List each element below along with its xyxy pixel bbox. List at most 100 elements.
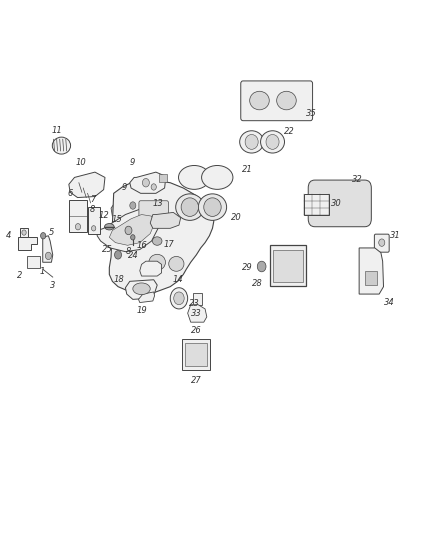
Circle shape: [46, 252, 51, 260]
Text: 35: 35: [306, 109, 317, 118]
Bar: [193, 293, 202, 305]
Circle shape: [131, 235, 135, 240]
Text: 17: 17: [163, 240, 174, 249]
Text: 19: 19: [136, 306, 147, 315]
Ellipse shape: [198, 194, 226, 220]
Polygon shape: [20, 228, 28, 237]
Text: 34: 34: [385, 298, 395, 308]
Polygon shape: [97, 209, 162, 252]
Ellipse shape: [277, 91, 296, 110]
FancyBboxPatch shape: [241, 81, 313, 120]
Text: 18: 18: [113, 275, 124, 284]
Text: 31: 31: [390, 231, 400, 240]
Circle shape: [125, 226, 132, 235]
Text: 33: 33: [191, 309, 202, 318]
Text: 16: 16: [136, 241, 147, 250]
Text: 7: 7: [90, 195, 95, 204]
Ellipse shape: [181, 198, 198, 216]
Text: 15: 15: [112, 215, 122, 224]
Circle shape: [257, 261, 266, 272]
Text: 9: 9: [130, 158, 135, 167]
Text: 23: 23: [189, 299, 200, 308]
Text: 10: 10: [75, 158, 86, 167]
Bar: [365, 271, 377, 285]
Text: 9: 9: [121, 183, 127, 192]
Text: 27: 27: [191, 376, 201, 385]
Circle shape: [151, 184, 156, 190]
Circle shape: [92, 225, 96, 231]
Polygon shape: [359, 248, 384, 294]
Polygon shape: [69, 172, 105, 198]
Circle shape: [115, 251, 121, 259]
FancyBboxPatch shape: [270, 245, 306, 286]
Text: 14: 14: [172, 275, 183, 284]
Text: 3: 3: [50, 281, 56, 290]
Text: 24: 24: [128, 252, 138, 261]
FancyBboxPatch shape: [273, 249, 303, 282]
Polygon shape: [138, 292, 155, 303]
Polygon shape: [110, 215, 155, 245]
FancyBboxPatch shape: [88, 207, 100, 233]
Text: 12: 12: [98, 211, 109, 220]
Text: 26: 26: [191, 326, 202, 335]
Text: 13: 13: [153, 199, 164, 208]
Polygon shape: [18, 237, 37, 249]
Polygon shape: [130, 172, 166, 193]
Ellipse shape: [201, 165, 233, 189]
Polygon shape: [187, 305, 207, 322]
Text: 25: 25: [102, 245, 113, 254]
FancyBboxPatch shape: [182, 339, 210, 370]
Polygon shape: [125, 280, 157, 300]
Ellipse shape: [152, 237, 162, 245]
Bar: [27, 256, 40, 268]
Ellipse shape: [176, 194, 204, 220]
Circle shape: [130, 202, 136, 209]
Ellipse shape: [149, 254, 166, 270]
Text: 6: 6: [67, 189, 73, 198]
Polygon shape: [140, 261, 162, 276]
Circle shape: [170, 288, 187, 309]
Text: 32: 32: [352, 174, 363, 183]
Circle shape: [22, 230, 26, 235]
Text: 22: 22: [284, 127, 295, 136]
FancyBboxPatch shape: [374, 234, 389, 252]
Text: 30: 30: [331, 199, 342, 208]
Ellipse shape: [52, 137, 71, 154]
Ellipse shape: [250, 91, 269, 110]
Circle shape: [174, 292, 184, 305]
Ellipse shape: [266, 134, 279, 149]
Ellipse shape: [204, 198, 221, 216]
Text: 8: 8: [90, 205, 95, 214]
Circle shape: [75, 223, 81, 230]
Text: 5: 5: [48, 228, 54, 237]
Circle shape: [41, 232, 46, 239]
Ellipse shape: [169, 256, 184, 271]
Polygon shape: [110, 181, 214, 294]
Text: 29: 29: [242, 263, 253, 272]
Text: 4: 4: [6, 231, 11, 240]
Ellipse shape: [261, 131, 285, 153]
Text: 28: 28: [252, 279, 262, 288]
Text: 20: 20: [231, 213, 241, 222]
Ellipse shape: [179, 165, 210, 189]
FancyBboxPatch shape: [69, 200, 87, 232]
Text: 11: 11: [52, 126, 63, 135]
Ellipse shape: [105, 223, 114, 230]
FancyBboxPatch shape: [185, 343, 207, 366]
FancyBboxPatch shape: [308, 180, 371, 227]
Bar: [159, 174, 167, 182]
Ellipse shape: [240, 131, 264, 153]
Text: 2: 2: [17, 271, 22, 280]
Polygon shape: [150, 213, 181, 228]
Polygon shape: [43, 236, 53, 262]
Ellipse shape: [245, 134, 258, 149]
FancyBboxPatch shape: [304, 195, 329, 215]
Circle shape: [142, 179, 149, 187]
Ellipse shape: [379, 239, 385, 246]
FancyBboxPatch shape: [139, 201, 169, 226]
Text: 1: 1: [40, 266, 46, 276]
Polygon shape: [111, 199, 160, 221]
Text: 21: 21: [242, 165, 253, 174]
Text: 8: 8: [126, 247, 131, 256]
Ellipse shape: [133, 283, 150, 295]
